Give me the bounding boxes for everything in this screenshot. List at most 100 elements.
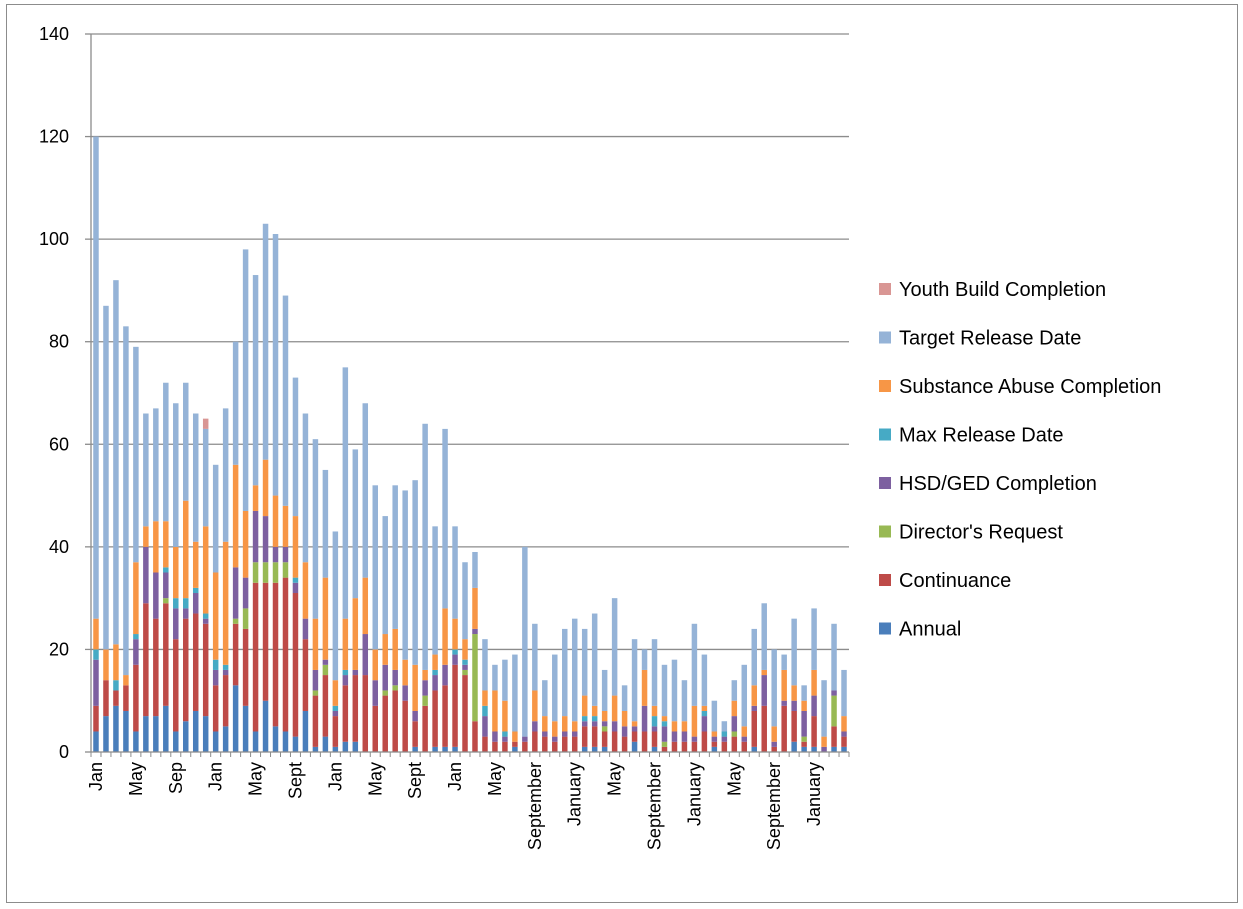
bar-segment-hsd-ged-completion [741,736,748,742]
bar-segment-substance-abuse-completion [103,649,109,681]
bar-segment-target-release-date [492,664,498,691]
bar-segment-target-release-date [831,623,837,691]
y-tick-label: 140 [39,24,69,44]
bar-segment-max-release-date [292,577,299,583]
x-tick-label: Jan [86,762,106,791]
bar-segment-target-release-date [103,305,109,650]
legend-swatch [879,574,891,586]
bar-segment-annual [352,741,359,752]
bar-segment-substance-abuse-completion [252,485,259,511]
bar-segment-continuance [382,695,388,752]
bar-segment-director-s-request [322,664,329,676]
bar-segment-target-release-date [711,700,718,732]
bar-segment-target-release-date [611,598,618,696]
bar-segment-hsd-ged-completion [232,567,239,619]
bar-segment-target-release-date [661,664,668,717]
bar-segment-target-release-date [552,654,558,722]
y-tick-label: 100 [39,229,69,249]
bar-segment-target-release-date [502,659,508,701]
bar-segment-continuance [641,731,648,752]
bar-segment-hsd-ged-completion [661,726,668,742]
bar-segment-annual [651,746,658,752]
bar-segment-substance-abuse-completion [123,675,129,686]
bar-segment-hsd-ged-completion [202,618,209,624]
bar-segment-target-release-date [701,654,708,706]
bar-segment-hsd-ged-completion [542,731,548,737]
bar-segment-substance-abuse-completion [272,495,279,547]
bar-segment-hsd-ged-completion [302,618,309,640]
bar-segment-continuance [571,736,578,752]
bar-segment-continuance [761,705,767,752]
bar-segment-hsd-ged-completion [721,736,728,742]
bar-segment-continuance [532,731,538,752]
bar-segment-hsd-ged-completion [143,546,149,604]
bar-segment-target-release-date [282,295,289,506]
bar-segment-annual [412,746,418,752]
y-tick-label: 40 [49,537,69,557]
legend-swatch [879,331,891,344]
bar-segment-continuance [123,685,129,711]
bar-segment-substance-abuse-completion [611,695,618,722]
bar-segment-continuance [651,731,658,747]
bar-segment-annual [432,746,438,752]
bar-segment-target-release-date [432,526,438,655]
bar-segment-substance-abuse-completion [821,736,827,747]
bar-segment-hsd-ged-completion [841,731,847,737]
bar-segment-continuance [811,716,817,747]
bar-segment-target-release-date [452,526,458,619]
x-tick-label: Sept [285,762,305,799]
bar-segment-substance-abuse-completion [143,526,149,547]
bar-segment-substance-abuse-completion [372,649,378,681]
bar-segment-annual [292,736,299,752]
x-tick-label: Jan [445,762,465,791]
bar-segment-annual [93,731,99,752]
bar-segment-hsd-ged-completion [442,664,448,686]
bar-segment-hsd-ged-completion [402,685,408,701]
bar-segment-continuance [412,721,418,747]
bar-segment-continuance [312,695,319,747]
bar-segment-target-release-date [232,341,239,465]
bar-segment-continuance [721,741,728,752]
bar-segment-annual [711,746,718,752]
bar-segment-target-release-date [741,664,748,727]
bar-segment-hsd-ged-completion [462,664,468,670]
legend-swatch [879,477,891,489]
bar-segment-target-release-date [252,275,259,486]
bar-segment-target-release-date [312,439,319,619]
bar-segment-substance-abuse-completion [781,669,787,701]
bar-segment-annual [631,741,638,752]
bar-segment-hsd-ged-completion [412,710,418,722]
bar-segment-continuance [661,746,668,752]
bar-segment-hsd-ged-completion [382,664,388,691]
bar-segment-continuance [601,731,608,747]
y-tick-label: 120 [39,127,69,147]
bar-segment-max-release-date [591,716,598,722]
bar-segment-substance-abuse-completion [153,521,159,573]
bar-segment-continuance [352,675,359,742]
bar-segment-max-release-date [661,721,668,727]
bar-segment-continuance [442,685,448,747]
bar-segment-substance-abuse-completion [791,685,797,701]
bar-segment-continuance [482,736,488,752]
x-tick-label: January [804,762,824,826]
bar-segment-substance-abuse-completion [113,644,119,681]
bar-segment-annual [143,716,149,752]
bar-segment-substance-abuse-completion [761,669,767,676]
bar-segment-hsd-ged-completion [562,731,568,737]
bar-segment-hsd-ged-completion [192,593,199,614]
bar-segment-continuance [691,741,698,752]
bar-segment-substance-abuse-completion [452,618,458,650]
bar-segment-annual [591,746,598,752]
bar-segment-target-release-date [143,413,149,527]
x-tick-label: May [365,762,385,796]
legend-label: Continuance [899,570,1011,592]
bar-segment-substance-abuse-completion [691,705,698,737]
bar-segment-continuance [701,731,708,752]
bar-segment-hsd-ged-completion [601,721,608,727]
bar-segment-substance-abuse-completion [382,634,388,665]
bar-segment-substance-abuse-completion [492,690,498,732]
stacked-bar-chart: 0 20 40 60 80 100 120 140 Jan May Sep Jan May Sept Jan… [39,24,1161,850]
bar-segment-max-release-date [332,705,339,711]
bar-segment-hsd-ged-completion [352,669,359,676]
bar-segment-hsd-ged-completion [681,731,688,742]
